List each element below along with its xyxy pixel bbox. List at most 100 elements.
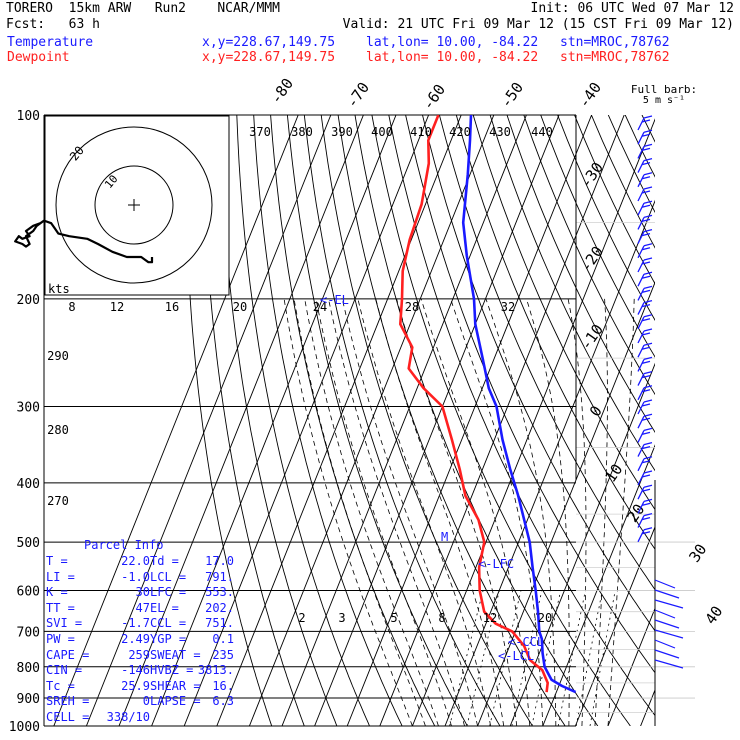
sounding-profiles	[399, 115, 577, 694]
dry-adiabat	[455, 115, 655, 551]
wind-barb	[637, 228, 653, 244]
parcel-key: YGP =	[150, 631, 187, 646]
dry-adiabat	[472, 115, 655, 511]
dry-adiabat	[506, 115, 655, 433]
dry-adiabat	[624, 115, 655, 178]
parcel-col2: EL = 202.	[150, 601, 234, 617]
hodograph-trace	[14, 219, 154, 264]
parcel-col2: LAPSE = 6.3	[150, 694, 234, 710]
parcel-row: CELL = 338/10	[46, 710, 234, 726]
wind-barb	[637, 484, 653, 500]
wind-barbs-unit: 5 m s⁻¹	[643, 95, 685, 106]
mixing-ratio-line	[557, 590, 586, 726]
parcel-col1: SREH = 0	[46, 694, 150, 710]
pressure-tick-label: 100	[17, 109, 40, 124]
temperature-latlon: lat,lon= 10.00, -84.22	[366, 35, 539, 50]
parcel-value: -1.0	[121, 569, 150, 584]
level-annotations: <-EL <-LFC <-CCL<-LCL M	[320, 293, 544, 663]
wind-barb	[637, 498, 653, 514]
dry-adiabat	[489, 115, 655, 472]
parcel-key: SREH =	[46, 694, 90, 709]
wind-barb	[637, 186, 653, 202]
parcel-row: T = 22.0 Td = 17.0	[46, 554, 234, 570]
parcel-value: 47	[135, 600, 150, 615]
parcel-key: CIN =	[46, 663, 83, 678]
isotherm	[542, 444, 655, 726]
parcel-key: LFC =	[150, 585, 187, 600]
isotherm-label: 40	[701, 603, 726, 628]
wind-barb	[637, 299, 653, 315]
isotherm	[574, 525, 655, 726]
wind-barb	[637, 413, 653, 429]
wind-barb	[654, 649, 680, 659]
isotherm-label: 10	[601, 461, 626, 486]
isotherm-label: 0	[586, 402, 606, 420]
theta-label: 420	[449, 125, 471, 139]
parcel-info-panel: Parcel Info T = 22.0 Td = 17.0 LI = -1.0 LCL =…	[46, 538, 234, 726]
annotation-el: <-EL	[320, 293, 349, 307]
wind-barb	[654, 609, 676, 619]
moist-adiabat	[283, 298, 413, 726]
dry-adiabat	[253, 115, 403, 726]
wind-barb	[637, 143, 653, 159]
parcel-col2	[150, 710, 234, 726]
parcel-col1: K = 30	[46, 585, 150, 601]
parcel-key: K =	[46, 585, 68, 600]
pressure-tick-label: 800	[17, 661, 40, 676]
wind-barb	[637, 342, 653, 358]
wind-barb	[637, 243, 653, 259]
parcel-key: LI =	[46, 569, 75, 584]
wind-barb	[637, 356, 653, 372]
wind-barb	[637, 200, 653, 216]
dry-adiabat	[320, 115, 534, 726]
parcel-col2: HVBZ = 3813.	[150, 663, 234, 679]
wind-barb	[637, 115, 653, 131]
parcel-value: -146	[121, 663, 150, 678]
parcel-value: 751.	[205, 616, 234, 631]
isotherm	[281, 115, 527, 726]
isotherm-label: -50	[497, 79, 527, 112]
wind-barb	[654, 659, 684, 669]
wind-barb	[637, 470, 653, 486]
mixing-ratio-label: 2	[298, 611, 305, 625]
isotherm	[314, 115, 560, 726]
parcel-col1: CELL = 338/10	[46, 710, 150, 726]
wind-barb	[637, 328, 653, 344]
moist-adiabat	[341, 298, 478, 726]
hodograph-label: kts	[48, 282, 70, 296]
wind-barb	[637, 285, 653, 301]
isotherm	[53, 115, 299, 726]
wind-barb	[637, 427, 653, 443]
parcel-value: 259	[128, 647, 150, 662]
model-title: TORERO 15km ARW Run2 NCAR/MMM	[6, 1, 280, 16]
mixing-ratio-label: 32	[501, 300, 515, 314]
theta-label: 410	[410, 125, 432, 139]
parcel-row: CIN = -146 HVBZ = 3813.	[46, 663, 234, 679]
parcel-col2: YGP = 0.1	[150, 632, 234, 648]
parcel-key: T =	[46, 554, 68, 568]
isotherm-label: -80	[267, 75, 297, 108]
parcel-key: LCL =	[150, 569, 187, 584]
wind-barbs-title: Full barb:	[631, 83, 697, 96]
annotation-lcl: <-LCL	[498, 649, 534, 663]
isotherm	[248, 115, 495, 726]
isotherm	[151, 115, 397, 726]
temperature-profile	[461, 115, 577, 694]
dry-adiabat	[422, 115, 655, 632]
moist-adiabat	[357, 298, 491, 726]
isotherm-label: -60	[419, 81, 449, 114]
dry-adiabat	[438, 115, 655, 591]
mixing-ratio-label: 20	[538, 611, 552, 625]
parcel-col1: PW = 2.49	[46, 632, 150, 648]
parcel-row: SREH = 0 LAPSE = 6.3	[46, 694, 234, 710]
parcel-key: HVBZ =	[150, 663, 194, 678]
parcel-value: 16.	[212, 678, 234, 693]
parcel-value: 338/10	[106, 709, 150, 724]
isotherm	[640, 688, 655, 726]
pressure-tick-label: 900	[17, 692, 40, 707]
temperature-station: stn=MROC,78762	[560, 35, 670, 50]
annotation-m: M	[441, 530, 448, 544]
pressure-tick-label: 200	[17, 293, 40, 308]
moist-adiabats	[283, 298, 635, 726]
